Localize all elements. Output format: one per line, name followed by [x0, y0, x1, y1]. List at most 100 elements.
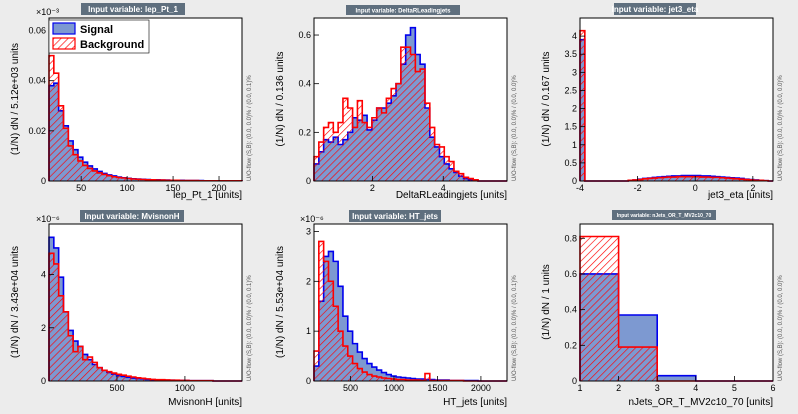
y-tick-label: 0.5	[564, 158, 577, 168]
y-tick-label: 0	[306, 176, 311, 186]
plot-title: Input variable: MvisnonH	[84, 212, 179, 221]
y-tick-label: 3.5	[564, 49, 577, 59]
y-exponent: ×10⁻⁶	[36, 214, 60, 224]
y-tick-label: 0	[306, 376, 311, 386]
x-tick-label: 5	[732, 383, 737, 393]
plot-title-box	[349, 210, 441, 222]
y-exponent: ×10⁻³	[36, 7, 59, 17]
y-tick-label: 0.02	[28, 126, 46, 136]
axis-ticks: 500 1000 0 2 4	[41, 270, 195, 393]
x-tick-label: 4	[693, 383, 698, 393]
y-tick-label: 0.4	[564, 305, 577, 315]
overflow-label: U/O-flow (S,B): (0.0, 0.0)% / (0.0, 0.1)…	[247, 75, 253, 181]
y-axis-label: (1/N) dN / 5.53e+04 units	[275, 246, 286, 358]
x-axis-label: lep_Pt_1 [units]	[173, 190, 242, 201]
x-tick-label: 2	[616, 383, 621, 393]
axis-ticks: 500 1000 1500 2000 0 1 2 3	[306, 226, 491, 393]
y-axis-label: (1/N) dN / 0.136 units	[275, 51, 286, 146]
x-tick-label: 4	[441, 183, 446, 193]
x-axis-label: HT_jets [units]	[443, 397, 507, 408]
overflow-label: U/O-flow (S,B): (0.0, 0.0)% / (0.0, 0.1)…	[247, 275, 253, 381]
y-tick-label: 2	[572, 104, 577, 114]
x-tick-label: 500	[109, 383, 124, 393]
x-tick-label: 1500	[427, 383, 447, 393]
y-tick-label: 3	[572, 67, 577, 77]
y-tick-label: 0.06	[28, 26, 46, 36]
x-axis-label: DeltaRLeadingjets [units]	[396, 190, 507, 201]
x-tick-label: 2	[370, 183, 375, 193]
x-tick-label: 1000	[384, 383, 404, 393]
x-tick-label: -2	[634, 183, 642, 193]
plot-title-box	[81, 3, 185, 15]
histogram-layer	[313, 26, 507, 182]
plot-frame	[579, 17, 774, 182]
x-tick-label: 150	[166, 183, 181, 193]
plot-panel-mvisnon-h: 500 1000 0 2 4 Input variable: MvisnonH (1/N…	[10, 210, 253, 408]
axis-ticks: 1 2 3 4 5 6 0 0.2 0.4 0.6 0.8	[564, 233, 775, 393]
x-tick-label: 2000	[471, 383, 491, 393]
plot-title: Input variable: HT_jets	[352, 212, 438, 221]
x-tick-label: 2	[750, 183, 755, 193]
plot-title: Input variable: lep_Pt_1	[88, 5, 178, 14]
plot-frame	[48, 223, 243, 382]
y-tick-label: 0.8	[564, 233, 577, 243]
plot-panel-delta-r-leading-jets: 2 4 0 0.2 0.4 0.6 Input variable: DeltaRLeadi…	[275, 5, 518, 201]
y-tick-label: 1.5	[564, 122, 577, 132]
plot-title: Input variable: jet3_eta	[612, 5, 699, 14]
y-tick-label: 0.04	[28, 76, 46, 86]
legend-label-background: Background	[80, 39, 144, 51]
plot-title-box	[612, 210, 716, 220]
x-tick-label: 0	[693, 183, 698, 193]
x-tick-label: 3	[655, 383, 660, 393]
overflow-label: U/O-flow (S,B): (0.0, 0.0)% / (0.0, 0.0)…	[778, 75, 784, 181]
x-tick-label: 6	[770, 383, 775, 393]
overflow-label: U/O-flow (S,B): (0.0, 0.0)% / (0.0, 0.0)…	[778, 275, 784, 381]
x-tick-label: 50	[76, 183, 86, 193]
y-tick-label: 4	[572, 31, 577, 41]
y-axis-label: (1/N) dN / 5.12e+03 units	[10, 43, 21, 155]
legend-swatch-background	[52, 37, 76, 50]
plot-title-box	[80, 210, 184, 222]
y-tick-label: 3	[306, 226, 311, 236]
y-tick-label: 2.5	[564, 85, 577, 95]
y-tick-label: 0.6	[298, 30, 311, 40]
legend: Signal Background	[48, 19, 150, 54]
x-tick-label: 1	[577, 383, 582, 393]
plot-panel-njets-or-t-mv2c10-70: 1 2 3 4 5 6 0 0.2 0.4 0.6 0.8 Input variable: nJet…	[541, 210, 784, 408]
plot-title: Input variable: nJets_OR_T_MV2c10_70	[617, 213, 712, 219]
y-tick-label: 2	[306, 276, 311, 286]
y-tick-label: 1	[306, 326, 311, 336]
y-axis-label: (1/N) dN / 1 units	[541, 264, 552, 340]
plot-title-box	[346, 5, 460, 15]
plot-area-background	[580, 18, 773, 181]
legend-label-signal: Signal	[80, 24, 113, 36]
y-axis-label: (1/N) dN / 3.43e+04 units	[10, 246, 21, 358]
plot-frame	[579, 223, 774, 382]
x-tick-label: -4	[576, 183, 584, 193]
y-tick-label: 0	[572, 176, 577, 186]
legend-swatch-signal	[52, 22, 76, 35]
y-tick-label: 0	[41, 376, 46, 386]
plot-frame	[48, 17, 243, 182]
axis-ticks: 2 4 0 0.2 0.4 0.6	[298, 30, 445, 193]
y-tick-label: 0.2	[298, 127, 311, 137]
x-tick-label: 500	[343, 383, 358, 393]
y-tick-label: 0.2	[564, 340, 577, 350]
y-tick-label: 0.4	[298, 79, 311, 89]
axis-ticks: 50 100 150 200 0 0.02 0.04 0.06	[28, 26, 226, 193]
plot-title: Input variable: DeltaRLeadingjets	[355, 9, 451, 15]
plot-frame	[313, 223, 508, 382]
x-axis-label: nJets_OR_T_MV2c10_70 [units]	[628, 397, 773, 408]
x-tick-label: 100	[120, 183, 135, 193]
x-tick-label: 200	[212, 183, 227, 193]
axis-ticks: -4 -2 0 2 0 0.5 1 1.5 2 2.5 3 3.5 4	[564, 31, 755, 193]
y-tick-label: 0	[572, 376, 577, 386]
y-axis-label: (1/N) dN / 0.167 units	[541, 51, 552, 146]
y-tick-label: 0.6	[564, 269, 577, 279]
y-exponent: ×10⁻⁶	[300, 214, 324, 224]
y-tick-label: 2	[41, 323, 46, 333]
y-tick-label: 4	[41, 270, 46, 280]
x-axis-label: jet3_eta [units]	[707, 190, 773, 201]
background-histogram	[313, 46, 507, 182]
